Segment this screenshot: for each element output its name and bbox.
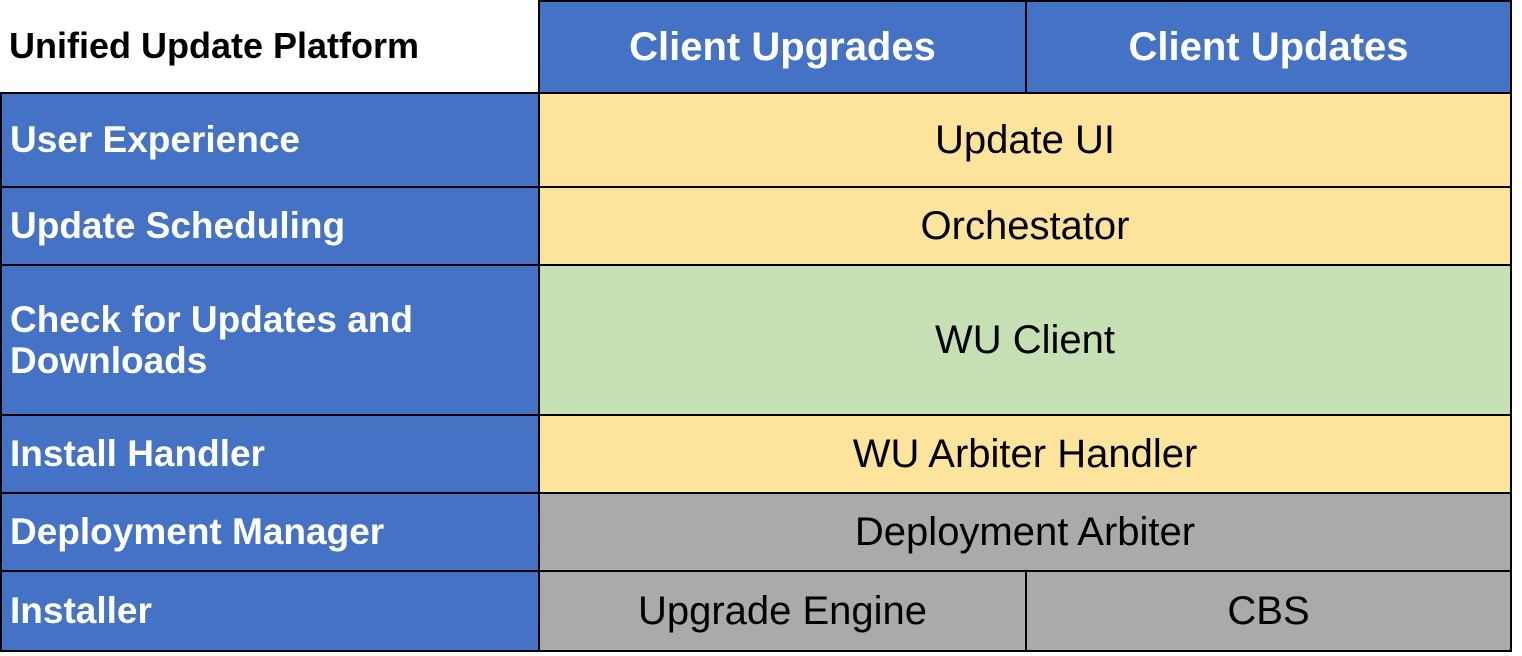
cell-upgrade-engine: Upgrade Engine — [538, 570, 1027, 652]
table-row: Install Handler WU Arbiter Handler — [0, 414, 1512, 494]
cell-update-ui: Update UI — [538, 92, 1512, 188]
cell-cbs: CBS — [1025, 570, 1512, 652]
column-header-client-updates: Client Updates — [1025, 0, 1512, 94]
table-row: Update Scheduling Orchestator — [0, 186, 1512, 266]
row-label-deployment-manager: Deployment Manager — [0, 492, 540, 572]
table-row: Installer Upgrade Engine CBS — [0, 570, 1512, 652]
table-row: Deployment Manager Deployment Arbiter — [0, 492, 1512, 572]
row-label-update-scheduling: Update Scheduling — [0, 186, 540, 266]
column-header-client-upgrades: Client Upgrades — [538, 0, 1027, 94]
cell-wu-client: WU Client — [538, 264, 1512, 416]
cell-deployment-arbiter: Deployment Arbiter — [538, 492, 1512, 572]
row-label-user-experience: User Experience — [0, 92, 540, 188]
cell-wu-arbiter-handler: WU Arbiter Handler — [538, 414, 1512, 494]
row-label-check-for-updates-and-downloads: Check for Updates and Downloads — [0, 264, 540, 416]
page-title: Unified Update Platform — [1, 1, 540, 94]
cell-orchestator: Orchestator — [538, 186, 1512, 266]
row-label-installer: Installer — [0, 570, 540, 652]
table-row: Check for Updates and Downloads WU Clien… — [0, 264, 1512, 416]
table-header-row: Unified Update Platform Client Upgrades … — [1, 0, 1512, 94]
table-row: User Experience Update UI — [0, 92, 1512, 188]
row-label-install-handler: Install Handler — [0, 414, 540, 494]
